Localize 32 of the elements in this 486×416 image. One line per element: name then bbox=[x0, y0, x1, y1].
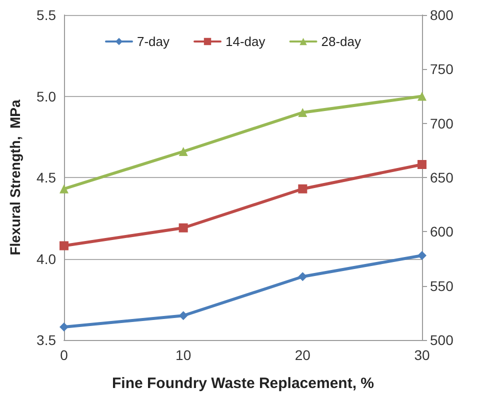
point bbox=[60, 241, 68, 250]
y2-tick-label: 500 bbox=[430, 332, 454, 348]
y-tick-label: 4.5 bbox=[36, 170, 56, 186]
point bbox=[298, 108, 308, 117]
y2-tick-label: 700 bbox=[430, 115, 454, 132]
point bbox=[418, 92, 426, 101]
x-tick-label: 30 bbox=[414, 347, 430, 363]
y-tick-label: 4.0 bbox=[36, 250, 56, 267]
y2-tick-label: 600 bbox=[430, 224, 454, 240]
point bbox=[298, 272, 308, 282]
legend-label: 28-day bbox=[321, 34, 362, 49]
point bbox=[60, 322, 68, 332]
point bbox=[60, 184, 68, 194]
y2-tick-label: 650 bbox=[430, 170, 454, 186]
y-tick-label: 5.0 bbox=[36, 88, 56, 104]
point bbox=[418, 251, 426, 260]
x-axis-title: Fine Foundry Waste Replacement, % bbox=[112, 375, 374, 392]
legend-label: 14-day bbox=[226, 34, 266, 49]
x-tick-label: 10 bbox=[176, 347, 192, 363]
y-tick-label: 5.5 bbox=[36, 7, 56, 23]
point bbox=[298, 184, 308, 194]
x-tick-label: 0 bbox=[60, 347, 68, 363]
y2-tick-label: 800 bbox=[430, 7, 454, 23]
y-tick-label: 3.5 bbox=[36, 332, 56, 348]
legend-label: 7-day bbox=[137, 34, 170, 49]
y2-tick-label: 750 bbox=[430, 61, 454, 78]
point bbox=[178, 147, 188, 156]
point bbox=[178, 223, 188, 232]
point bbox=[418, 160, 426, 169]
y-axis-title: Flexural Strength, MPa bbox=[7, 99, 23, 256]
x-tick-label: 20 bbox=[294, 347, 311, 363]
y2-tick-label: 550 bbox=[430, 278, 454, 294]
